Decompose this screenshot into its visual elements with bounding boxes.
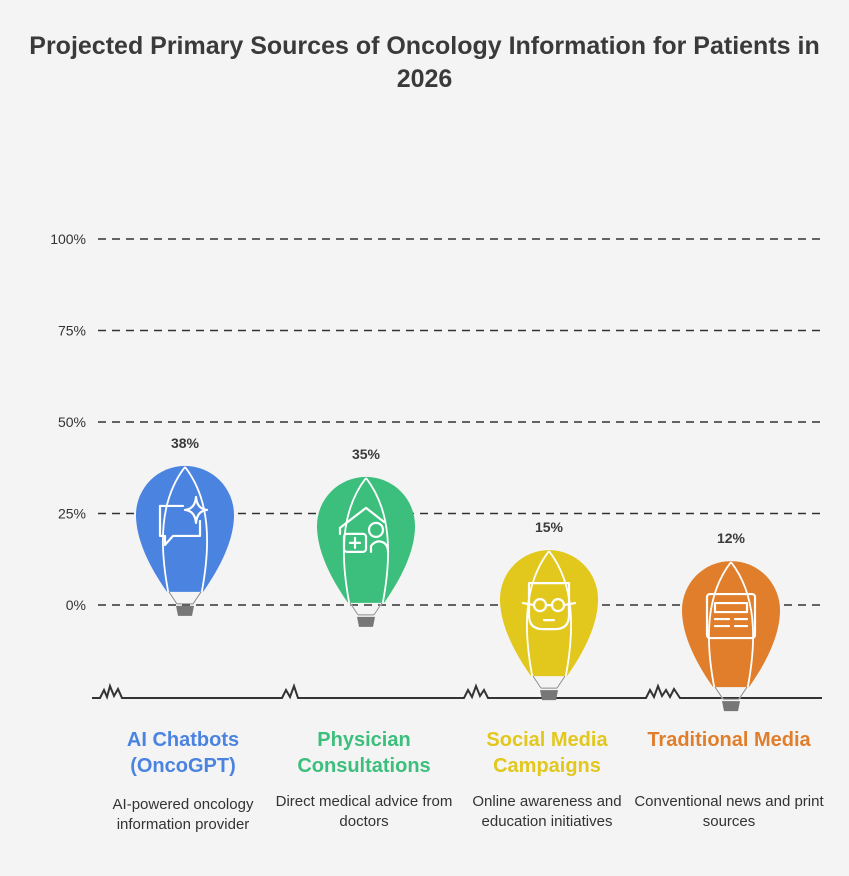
- value-label: 15%: [535, 519, 564, 535]
- chart-title: Projected Primary Sources of Oncology In…: [29, 32, 820, 93]
- balloon-gore: [526, 550, 550, 677]
- newspaper-icon: [705, 592, 757, 640]
- category-label: Social Media Campaigns: [486, 729, 608, 777]
- balloon-rope: [532, 675, 566, 689]
- category-description: Conventional news and print sources: [634, 793, 824, 830]
- chat-sparkle-icon: [158, 495, 209, 547]
- medical-house-icon: [338, 506, 390, 554]
- category-description: Direct medical advice from doctors: [275, 793, 453, 830]
- category-description: Online awareness and education initiativ…: [472, 793, 622, 830]
- balloon-gore: [548, 550, 572, 677]
- balloon-basket: [540, 690, 558, 701]
- balloon-envelope: [682, 561, 780, 688]
- y-tick-label: 75%: [58, 323, 86, 339]
- balloon-3: 15%: [500, 519, 598, 701]
- nerd-face-icon: [521, 582, 577, 631]
- balloon-envelope: [136, 465, 234, 592]
- value-label: 38%: [171, 435, 200, 451]
- balloon-1: 38%: [136, 435, 234, 616]
- balloon-rope: [349, 602, 383, 616]
- y-tick-label: 50%: [58, 414, 86, 430]
- y-tick-label: 0%: [66, 597, 86, 613]
- balloon-envelope: [500, 550, 598, 677]
- category-description: AI-powered oncology information provider: [112, 796, 254, 833]
- ground-line: [92, 682, 822, 701]
- category-label: Physician Consultations: [297, 729, 431, 777]
- balloon-gore: [365, 477, 389, 604]
- balloon-gore: [184, 466, 208, 593]
- balloon-basket: [722, 701, 740, 712]
- balloon-gore: [708, 561, 732, 688]
- balloon-rope: [168, 591, 202, 605]
- category-label: Traditional Media: [647, 729, 811, 751]
- balloon-gore: [162, 466, 186, 593]
- y-tick-label: 25%: [58, 506, 86, 522]
- balloon-basket: [176, 605, 194, 616]
- balloon-gore: [730, 561, 754, 688]
- balloon-basket: [357, 616, 375, 627]
- category-label: AI Chatbots (OncoGPT): [126, 729, 240, 777]
- value-label: 12%: [717, 530, 746, 546]
- balloon-rope: [532, 675, 566, 689]
- balloon-2: 35%: [317, 446, 415, 627]
- y-tick-label: 100%: [50, 231, 86, 247]
- balloon-rope: [168, 591, 202, 605]
- balloon-rope: [714, 686, 748, 700]
- balloon-4: 12%: [682, 530, 780, 712]
- value-label: 35%: [352, 446, 381, 462]
